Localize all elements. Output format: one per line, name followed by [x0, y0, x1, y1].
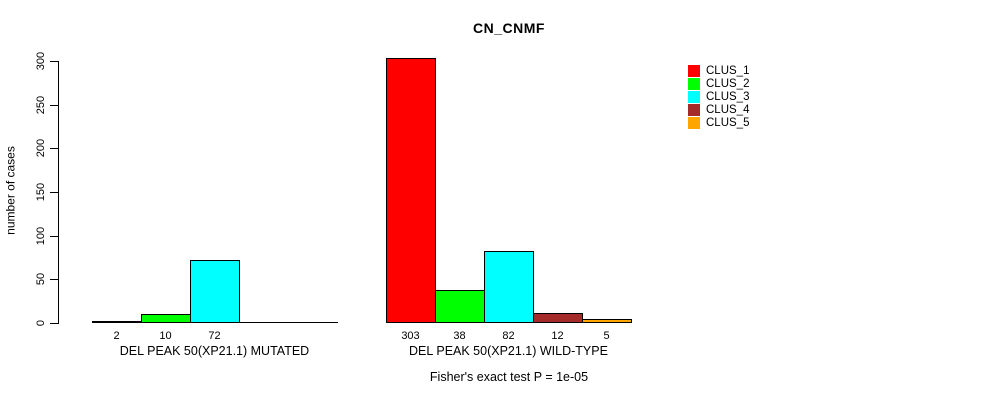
legend-label: CLUS_1 — [706, 65, 750, 77]
y-axis-line — [58, 61, 59, 324]
y-tick-label: 250 — [35, 95, 47, 115]
bar-CLUS_2 — [141, 314, 191, 323]
y-tick-label: 50 — [35, 272, 47, 286]
bar-value-label: 303 — [401, 330, 420, 342]
y-tick — [50, 148, 58, 149]
bar-value-label: 10 — [159, 330, 172, 342]
bar-CLUS_4 — [239, 322, 289, 323]
y-tick-label: 200 — [35, 138, 47, 158]
bar-CLUS_4 — [533, 313, 583, 323]
y-axis-title: number of cases — [3, 146, 18, 235]
legend-label: CLUS_5 — [706, 117, 750, 129]
legend-label: CLUS_4 — [706, 104, 750, 116]
bar-value-label: 2 — [113, 330, 120, 342]
group-x-label: DEL PEAK 50(XP21.1) WILD-TYPE — [409, 344, 608, 358]
y-tick — [50, 105, 58, 106]
fisher-test-note: Fisher's exact test P = 1e-05 — [429, 370, 589, 384]
bar-value-label: 5 — [603, 330, 610, 342]
legend-item: CLUS_3 — [688, 91, 749, 103]
group-x-label: DEL PEAK 50(XP21.1) MUTATED — [119, 344, 310, 358]
bar-CLUS_5 — [288, 322, 338, 323]
y-tick — [50, 236, 58, 237]
legend-item: CLUS_2 — [688, 78, 749, 90]
bar-value-label: 38 — [453, 330, 466, 342]
y-tick — [50, 61, 58, 62]
y-tick-label: 100 — [35, 226, 47, 246]
legend-swatch-icon — [688, 78, 700, 90]
legend-swatch-icon — [688, 91, 700, 103]
y-tick — [50, 323, 58, 324]
legend-item: CLUS_4 — [688, 104, 749, 116]
legend-swatch-icon — [688, 65, 700, 77]
bar-value-label: 12 — [551, 330, 564, 342]
chart-title: CN_CNMF — [473, 20, 545, 36]
legend-swatch-icon — [688, 104, 700, 116]
legend-label: CLUS_3 — [706, 91, 750, 103]
y-tick-label: 150 — [35, 182, 47, 202]
bar-value-label: 82 — [502, 330, 515, 342]
legend-label: CLUS_2 — [706, 78, 750, 90]
legend-item: CLUS_1 — [688, 65, 749, 77]
bar-CLUS_1 — [386, 58, 436, 323]
y-tick — [50, 279, 58, 280]
bar-value-label: 72 — [208, 330, 221, 342]
bar-CLUS_3 — [484, 251, 534, 323]
bar-CLUS_5 — [582, 319, 632, 323]
bar-CLUS_1 — [92, 321, 142, 323]
legend: CLUS_1 CLUS_2 CLUS_3 CLUS_4 CLUS_5 — [688, 65, 749, 130]
y-tick-label: 300 — [35, 51, 47, 71]
bar-CLUS_2 — [435, 290, 485, 323]
y-tick-label: 0 — [35, 319, 47, 327]
legend-item: CLUS_5 — [688, 117, 749, 129]
bar-CLUS_3 — [190, 260, 240, 323]
y-tick — [50, 192, 58, 193]
legend-swatch-icon — [688, 117, 700, 129]
